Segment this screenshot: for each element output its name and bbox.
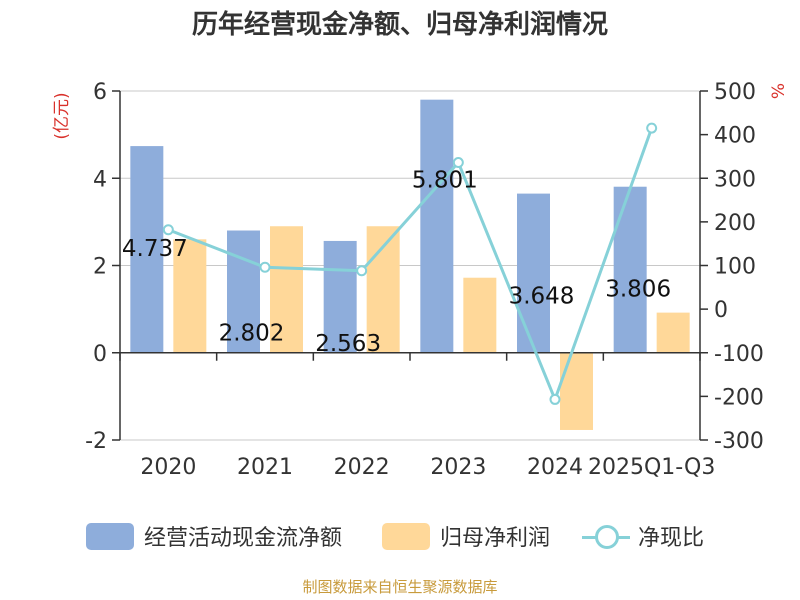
chart-title: 历年经营现金净额、归母净利润情况 [191, 10, 608, 40]
cashflow-data-label: 2.802 [219, 321, 285, 347]
cashflow-bar [323, 240, 357, 353]
ratio-point [259, 261, 271, 273]
legend-item-ratio[interactable]: 净现比 [582, 518, 704, 554]
x-tick-label: 2022 [334, 455, 390, 480]
right-tick-label: 100 [714, 255, 756, 280]
ratio-point [452, 157, 464, 169]
left-tick-label: 6 [93, 80, 107, 105]
right-tick-label: -200 [714, 385, 764, 410]
cashflow-bar [130, 146, 164, 353]
right-tick-label: -100 [714, 342, 764, 367]
legend: 经营活动现金流净额 归母净利润 净现比 [0, 518, 800, 554]
ratio-point [162, 224, 174, 236]
cashflow-data-label: 5.801 [412, 168, 478, 194]
x-tick-label: 2020 [140, 455, 196, 480]
legend-label-cashflow: 经营活动现金流净额 [144, 526, 343, 551]
legend-line-icon [582, 523, 630, 550]
left-tick-label: -2 [85, 429, 107, 454]
cashflow-bar [227, 230, 260, 353]
ratio-point [356, 265, 368, 277]
cashflow-bar [613, 186, 647, 353]
left-axis-label: (亿元) [52, 92, 72, 139]
right-tick-label: 500 [714, 80, 756, 105]
cashflow-bar [420, 99, 454, 353]
x-tick-label: 2025Q1-Q3 [588, 455, 715, 480]
profit-bar [270, 226, 303, 353]
right-tick-label: 400 [714, 124, 756, 149]
legend-item-cashflow[interactable]: 经营活动现金流净额 [86, 518, 342, 554]
ratio-line [167, 127, 654, 404]
cashflow-data-label: 4.737 [122, 236, 188, 262]
cashflow-data-label: 3.806 [605, 277, 671, 303]
ratio-point [549, 393, 561, 405]
cashflow-data-label: 3.648 [509, 284, 575, 310]
x-tick-label: 2023 [430, 455, 486, 480]
x-tick-label: 2024 [527, 455, 583, 480]
profit-bar [560, 352, 593, 430]
legend-item-profit[interactable]: 归母净利润 [382, 518, 550, 554]
profit-bar [173, 239, 207, 353]
left-tick-label: 2 [93, 255, 107, 280]
left-tick-label: 0 [93, 342, 107, 367]
legend-label-ratio: 净现比 [638, 526, 705, 551]
cashflow-data-label: 2.563 [315, 331, 381, 357]
legend-swatch-cashflow [86, 522, 134, 550]
right-tick-label: -300 [714, 429, 764, 454]
chart-svg: 4.737 2.802 2.563 5.801 3.648 3.806 -2 0 2 4 6 -30… [52, 80, 789, 480]
legend-label-profit: 归母净利润 [440, 526, 551, 551]
profit-bar [656, 312, 690, 353]
right-tick-label: 200 [714, 211, 756, 236]
x-tick-label: 2021 [237, 455, 293, 480]
right-tick-label: 300 [714, 167, 756, 192]
right-tick-label: 0 [714, 298, 728, 323]
source-note: 制图数据来自恒生聚源数据库 [302, 578, 498, 596]
left-tick-label: 4 [93, 167, 107, 192]
profit-bar [463, 277, 497, 353]
legend-swatch-profit [382, 522, 430, 550]
right-axis-label: % [769, 83, 789, 99]
cashflow-bar [517, 193, 550, 353]
ratio-point [646, 122, 658, 134]
